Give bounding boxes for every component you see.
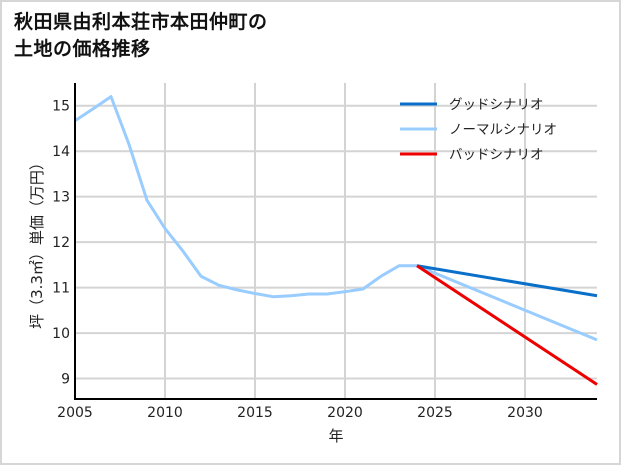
axes [74,83,597,400]
x-tick-label: 2020 [327,405,363,421]
y-tick-label: 12 [52,235,70,251]
x-tick-label: 2005 [57,405,93,421]
x-axis-label: 年 [328,427,343,445]
chart-title-line-2: 土地の価格推移 [14,38,151,60]
tick-labels: 2005 2010 2015 2020 2025 2030 9 10 11 12 13 14 15 [52,99,543,421]
y-tick-label: 11 [52,281,70,297]
series-line-1 [74,95,598,342]
y-axis-label: 坪（3.3㎡）単価（万円） [28,155,46,329]
y-tick-label: 15 [52,99,70,115]
y-tick-label: 10 [52,326,70,342]
x-tick-label: 2015 [237,405,273,421]
chart-title-line-1: 秋田県由利本荘市本田仲町の [14,11,268,33]
y-tick-label: 13 [52,190,70,206]
legend-label: バッドシナリオ [449,147,544,163]
x-tick-label: 2030 [507,405,543,421]
chart-title: 秋田県由利本荘市本田仲町の 土地の価格推移 [14,9,268,63]
legend-label: グッドシナリオ [449,97,544,113]
legend-label: ノーマルシナリオ [449,122,557,138]
series-line-2 [416,264,598,386]
x-tick-label: 2010 [147,405,183,421]
grid-lines [75,83,597,399]
series-lines [74,95,598,386]
series-line-0 [416,264,598,298]
x-tick-label: 2025 [417,405,453,421]
y-tick-label: 14 [52,144,70,160]
y-tick-label: 9 [61,372,70,388]
